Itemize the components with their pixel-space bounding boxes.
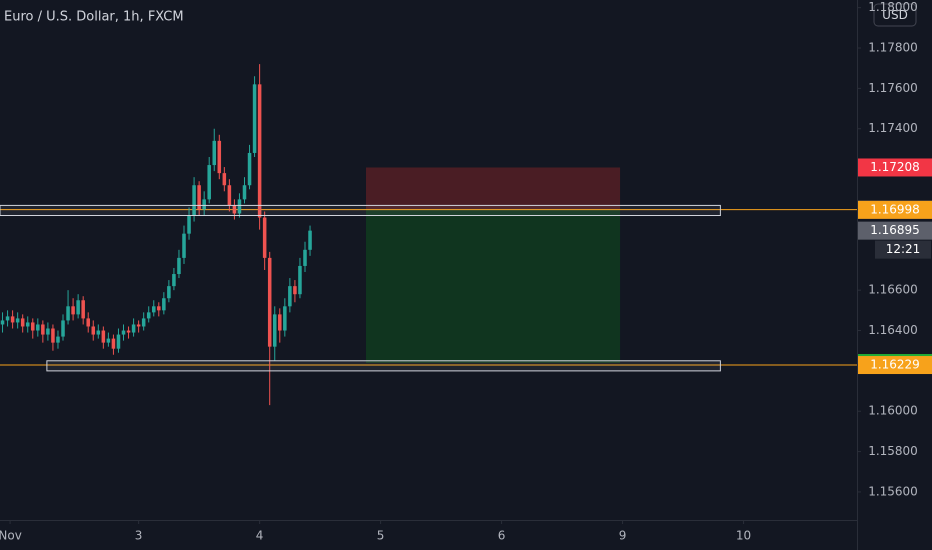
y-tick-label: 1.17800	[868, 41, 918, 55]
candle-body	[86, 318, 90, 327]
candle-body	[66, 306, 70, 321]
price-label-box	[858, 356, 932, 375]
y-tick-label: 1.16400	[868, 323, 918, 337]
candle-body	[101, 330, 106, 343]
y-tick-label: 1.16000	[868, 404, 918, 418]
candle-body	[131, 324, 136, 333]
candle-body	[162, 298, 166, 311]
x-tick-label: 3	[135, 529, 143, 543]
candle-body	[106, 338, 111, 343]
candle-body	[91, 326, 96, 335]
candle-body	[111, 338, 116, 349]
candle-body	[136, 324, 141, 327]
candle-body	[36, 324, 40, 331]
target-zone	[365, 209, 621, 364]
candle-body	[207, 165, 211, 200]
countdown-box	[875, 240, 931, 259]
zone	[0, 204, 721, 217]
price-label-box	[858, 158, 932, 177]
candle-body	[212, 140, 217, 166]
x-tick-label: Nov	[0, 529, 22, 543]
price-label-box	[858, 221, 932, 240]
candle-body	[15, 318, 20, 323]
candle-body	[267, 257, 272, 347]
candle-body	[252, 84, 257, 153]
chart-title: Euro / U.S. Dollar, 1h, FXCM	[4, 10, 184, 25]
stop-zone	[365, 167, 621, 210]
x-tick-label: 9	[619, 529, 627, 543]
candle-body	[288, 286, 292, 307]
x-tick-label: 10	[736, 529, 751, 543]
x-tick-label: 5	[377, 529, 385, 543]
candle-body	[262, 217, 267, 258]
candle-body	[202, 199, 206, 210]
candle-body	[187, 215, 191, 234]
candle-body	[182, 233, 186, 258]
price-label-box	[858, 200, 932, 219]
candle-body	[116, 334, 121, 349]
candle-body	[217, 140, 222, 174]
zone	[46, 360, 721, 372]
candle-body	[151, 306, 156, 313]
candle-body	[272, 314, 277, 347]
candle-body	[20, 318, 25, 327]
countdown: 12:21	[886, 242, 921, 256]
price-label: 1.16895	[870, 223, 920, 237]
y-tick-label: 1.16600	[868, 283, 918, 297]
candle-body	[308, 230, 312, 250]
price-label: 1.17208	[870, 160, 920, 174]
candle-body	[10, 316, 15, 323]
candle-body	[76, 300, 80, 315]
candle-body	[25, 322, 30, 327]
candle-body	[121, 330, 126, 335]
candle-body	[46, 328, 50, 335]
candle-body	[172, 274, 176, 287]
candle-body	[283, 306, 287, 331]
candle-body	[41, 324, 45, 335]
candle-body	[146, 312, 151, 319]
candle-body	[0, 320, 5, 325]
y-tick-label: 1.17400	[868, 121, 918, 135]
currency-label[interactable]: USD	[882, 8, 908, 22]
plot-area	[0, 64, 857, 406]
candle-body	[247, 152, 252, 186]
candle-body	[51, 328, 55, 343]
y-tick-label: 1.17600	[868, 81, 918, 95]
x-tick-label: 4	[256, 529, 264, 543]
candle-body	[56, 336, 60, 343]
candle-body	[222, 173, 227, 186]
y-tick-label: 1.15800	[868, 444, 918, 458]
candle-body	[157, 306, 161, 311]
candle-body	[298, 265, 302, 295]
candle-body	[5, 316, 10, 321]
candle-body	[293, 286, 297, 295]
y-tick-label: 1.18000	[868, 0, 918, 14]
price-label: 1.16229	[870, 358, 920, 372]
candle-body	[126, 330, 131, 333]
candle-body	[257, 84, 262, 218]
candle-body	[232, 205, 237, 214]
candle-body	[303, 249, 307, 266]
candle-body	[167, 286, 171, 299]
candle-body	[177, 257, 181, 275]
candle-body	[61, 320, 65, 337]
price-label: 1.16998	[870, 202, 920, 216]
y-tick-label: 1.15600	[868, 484, 918, 498]
candle-body	[31, 322, 35, 331]
candle-body	[242, 185, 247, 200]
candle-body	[278, 314, 282, 331]
currency-button[interactable]	[873, 3, 917, 27]
candle-body	[81, 300, 85, 319]
candle-body	[237, 199, 242, 214]
candle-body	[71, 306, 75, 315]
x-tick-label: 6	[498, 529, 506, 543]
candle-body	[192, 185, 196, 216]
candle-body	[197, 185, 201, 210]
candle-body	[96, 330, 101, 335]
candle-body	[227, 185, 232, 206]
candle-body	[141, 318, 146, 327]
